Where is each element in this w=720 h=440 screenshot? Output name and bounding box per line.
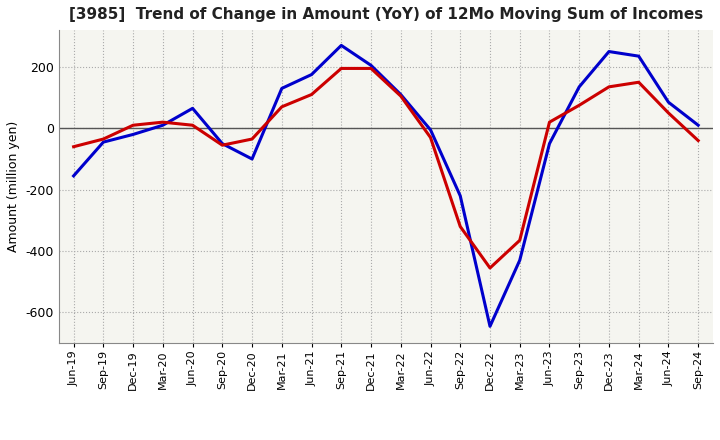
Ordinary Income bbox=[69, 173, 78, 179]
Net Income bbox=[158, 120, 167, 125]
Net Income bbox=[366, 66, 375, 71]
Ordinary Income bbox=[337, 43, 346, 48]
Net Income bbox=[575, 103, 583, 108]
Net Income bbox=[99, 136, 108, 142]
Net Income bbox=[397, 93, 405, 99]
Net Income bbox=[694, 138, 703, 143]
Ordinary Income bbox=[545, 141, 554, 146]
Ordinary Income bbox=[397, 92, 405, 97]
Line: Net Income: Net Income bbox=[73, 69, 698, 268]
Ordinary Income bbox=[99, 139, 108, 145]
Ordinary Income bbox=[664, 99, 672, 105]
Net Income bbox=[634, 80, 643, 85]
Net Income bbox=[277, 104, 286, 110]
Y-axis label: Amount (million yen): Amount (million yen) bbox=[7, 121, 20, 252]
Line: Ordinary Income: Ordinary Income bbox=[73, 45, 698, 326]
Ordinary Income bbox=[188, 106, 197, 111]
Net Income bbox=[188, 123, 197, 128]
Ordinary Income bbox=[129, 132, 138, 137]
Net Income bbox=[218, 143, 227, 148]
Ordinary Income bbox=[516, 258, 524, 263]
Net Income bbox=[69, 144, 78, 149]
Net Income bbox=[545, 120, 554, 125]
Net Income bbox=[456, 224, 464, 229]
Ordinary Income bbox=[575, 84, 583, 89]
Ordinary Income bbox=[277, 86, 286, 91]
Ordinary Income bbox=[366, 63, 375, 68]
Ordinary Income bbox=[426, 127, 435, 132]
Title: [3985]  Trend of Change in Amount (YoY) of 12Mo Moving Sum of Incomes: [3985] Trend of Change in Amount (YoY) o… bbox=[69, 7, 703, 22]
Ordinary Income bbox=[634, 54, 643, 59]
Ordinary Income bbox=[307, 72, 316, 77]
Ordinary Income bbox=[486, 324, 495, 329]
Ordinary Income bbox=[158, 123, 167, 128]
Ordinary Income bbox=[218, 141, 227, 146]
Net Income bbox=[248, 136, 256, 142]
Net Income bbox=[426, 135, 435, 140]
Net Income bbox=[516, 238, 524, 243]
Ordinary Income bbox=[456, 193, 464, 198]
Ordinary Income bbox=[248, 156, 256, 161]
Net Income bbox=[664, 110, 672, 116]
Ordinary Income bbox=[694, 123, 703, 128]
Net Income bbox=[307, 92, 316, 97]
Net Income bbox=[129, 123, 138, 128]
Net Income bbox=[605, 84, 613, 89]
Ordinary Income bbox=[605, 49, 613, 54]
Net Income bbox=[337, 66, 346, 71]
Net Income bbox=[486, 265, 495, 271]
